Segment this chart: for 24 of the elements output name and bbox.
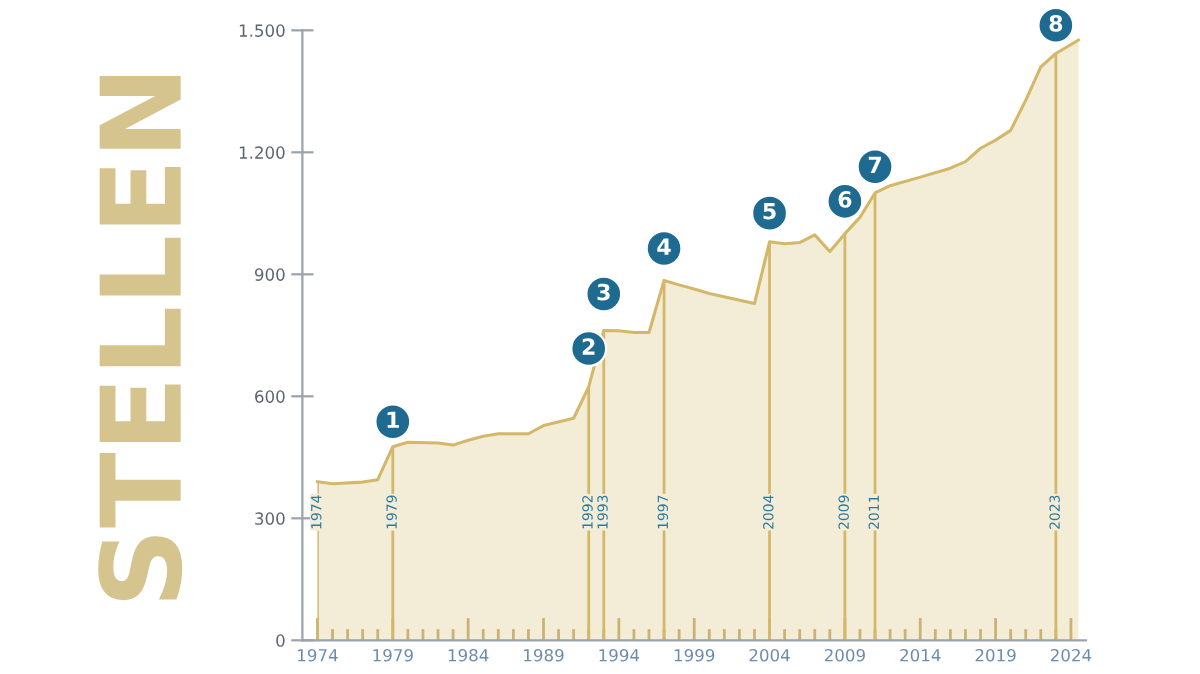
x-tick-label: 2024 [1050, 648, 1092, 662]
x-tick-label: 1974 [298, 648, 338, 662]
x-tick-label: 1999 [674, 648, 715, 662]
x-tick-label: 1989 [524, 648, 564, 662]
annotation: 5 [763, 203, 776, 220]
y-tick-label: 900 [254, 268, 285, 281]
y-tick-label: 1.200 [239, 146, 285, 159]
x-tick-label: 2014 [900, 648, 941, 662]
y-axis-title: STELLEN [98, 76, 183, 601]
y-tick-label: 1.500 [239, 24, 285, 37]
annotation: 4 [657, 238, 671, 255]
x-tick-label: 2019 [975, 648, 1016, 662]
x-tick-label: 2004 [749, 648, 790, 662]
y-tick-label: 0 [276, 634, 285, 647]
annotation: 8 [1049, 14, 1063, 32]
y-tick-label: 300 [255, 512, 285, 525]
x-tick-label: 1984 [448, 648, 489, 662]
annotation: 6 [838, 190, 852, 208]
annotation: 7 [868, 156, 881, 173]
x-tick-label: 1979 [373, 648, 413, 662]
annotation: 3 [597, 283, 610, 301]
x-tick-label: 1994 [599, 648, 640, 662]
x-tick-label: 2009 [824, 648, 865, 662]
y-tick-label: 600 [255, 390, 285, 403]
